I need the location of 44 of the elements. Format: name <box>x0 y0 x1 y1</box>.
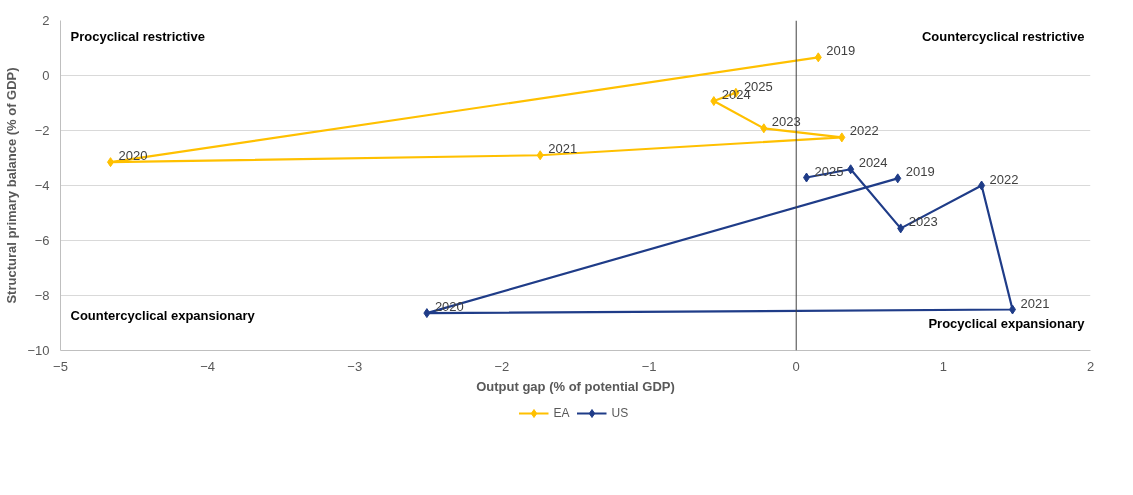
annotation: Procyclical expansionary <box>928 315 1086 331</box>
point <box>838 132 846 143</box>
point <box>978 180 986 191</box>
x-axis-title: Output gap (% of potential GDP) <box>476 378 675 394</box>
y-tick-label: −8 <box>34 288 50 303</box>
point <box>536 150 544 161</box>
annotation: 2019 <box>826 43 856 59</box>
legend-label: US <box>611 406 630 420</box>
x-tick-label: 0 <box>792 358 800 374</box>
point <box>847 164 855 175</box>
point <box>710 96 718 107</box>
y-tick-label: −2 <box>34 123 50 138</box>
point <box>897 223 905 234</box>
point <box>803 172 811 183</box>
x-tick-label: −5 <box>53 358 68 374</box>
x-tick-label: −1 <box>641 358 657 374</box>
legend-label: EA <box>553 406 571 420</box>
y-axis-title: Structural primary balance (% of GDP) <box>4 67 20 304</box>
point <box>423 308 431 319</box>
annotation: 2024 <box>858 155 888 171</box>
annotation: Countercyclical restrictive <box>921 28 1085 44</box>
annotation: 2021 <box>1020 295 1050 311</box>
x-tick-label: −2 <box>494 358 510 374</box>
annotation: Procyclical restrictive <box>70 28 205 44</box>
point <box>894 173 902 184</box>
y-tick-label: −4 <box>34 178 50 193</box>
y-tick-label: 0 <box>42 68 50 83</box>
point <box>1009 304 1017 315</box>
x-tick-label: −4 <box>200 358 216 374</box>
y-tick-label: 2 <box>42 13 50 28</box>
annotation: 2023 <box>908 214 938 230</box>
x-tick-label: 2 <box>1086 358 1095 374</box>
annotation: Countercyclical expansionary <box>70 307 256 323</box>
annotation: 2022 <box>989 171 1019 187</box>
annotation: 2019 <box>905 164 935 180</box>
point <box>760 123 768 134</box>
point <box>814 52 822 63</box>
y-tick-label: −6 <box>34 233 50 248</box>
y-tick-label: −10 <box>27 343 50 358</box>
x-tick-label: 1 <box>939 358 947 374</box>
point <box>107 157 115 168</box>
annotation: 2021 <box>548 141 578 157</box>
annotation: 2022 <box>849 123 879 139</box>
x-tick-label: −3 <box>347 358 363 374</box>
